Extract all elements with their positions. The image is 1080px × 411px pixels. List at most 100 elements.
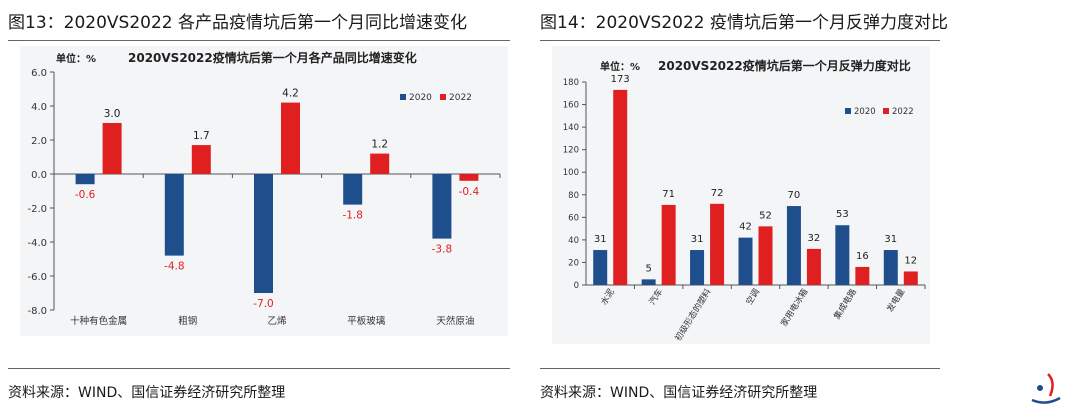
data-label: 173: [611, 74, 630, 85]
y-tick-label: 100: [563, 168, 579, 178]
figure-13-top-rule: [8, 40, 510, 41]
data-label: 12: [904, 255, 917, 266]
bar-2020: [593, 250, 608, 285]
y-tick-label: -4.0: [27, 238, 47, 249]
legend-swatch-2022: [883, 108, 889, 114]
bar-2022: [758, 226, 773, 285]
legend-label-2020: 2020: [409, 93, 432, 103]
data-label: 31: [691, 234, 704, 245]
figure-13-chart: 单位：% 2020VS2022疫情坑后第一个月各产品同比增速变化 6.0 4.0 2.0…: [27, 50, 501, 327]
data-label: -1.8: [342, 210, 363, 222]
bar-2022: [855, 266, 870, 285]
figure-14-top-rule: [540, 40, 940, 41]
y-tick-label: 40: [568, 236, 579, 246]
bar-2022: [191, 145, 211, 174]
x-category-label: 水泥: [598, 286, 617, 307]
figure-14-chart: 单位：% 2020VS2022疫情坑后第一个月反弹力度对比 0 20 40 60 80 100…: [563, 58, 926, 343]
data-label: 42: [739, 222, 752, 233]
x-category-label: 空调: [744, 287, 762, 307]
data-label: 52: [759, 210, 772, 221]
y-tick-label: 4.0: [31, 102, 47, 113]
bar-2020: [641, 279, 656, 285]
data-label: 32: [808, 233, 821, 244]
bar-2022: [806, 248, 821, 285]
data-label: 72: [711, 188, 724, 199]
bar-2020: [75, 174, 95, 185]
figure-14-title: 图14：2020VS2022 疫情坑后第一个月反弹力度对比: [540, 13, 948, 33]
data-label: -0.4: [459, 186, 480, 198]
legend-label-2022: 2022: [449, 93, 472, 103]
data-label: 1.2: [371, 139, 388, 151]
bar-2022: [370, 153, 390, 174]
unit-label: 单位：%: [56, 52, 96, 65]
x-category-label: 发电量: [884, 286, 907, 314]
y-tick-label: 120: [563, 146, 579, 156]
publisher-logo: [1031, 373, 1061, 404]
legend-swatch-2022: [440, 94, 446, 100]
data-label: -3.8: [432, 244, 453, 256]
x-category-label: 平板玻璃: [347, 315, 385, 327]
data-label: 71: [662, 189, 675, 200]
data-label: 4.2: [282, 88, 299, 100]
bar-2022: [102, 123, 122, 174]
y-tick-label: 2.0: [31, 136, 47, 147]
x-category-label: 乙烯: [267, 315, 287, 327]
x-category-label: 十种有色金属: [70, 315, 127, 327]
data-label: -7.0: [253, 298, 274, 310]
figure-14-panel: 图14：2020VS2022 疫情坑后第一个月反弹力度对比 单位：% 2020VS…: [540, 0, 1040, 411]
y-tick-label: -2.0: [27, 204, 47, 215]
unit-label: 单位：%: [600, 60, 640, 73]
legend-label-2020: 2020: [854, 107, 876, 117]
data-label: 31: [884, 234, 897, 245]
bar-2020: [690, 250, 705, 285]
chart-title: 2020VS2022疫情坑后第一个月反弹力度对比: [658, 58, 911, 73]
y-tick-label: 0.0: [31, 170, 47, 181]
y-tick-label: 140: [563, 123, 579, 133]
bar-2022: [710, 203, 725, 285]
bar-2020: [343, 174, 363, 205]
data-label: -0.6: [75, 189, 96, 201]
x-category-label: 汽车: [647, 287, 665, 307]
figure-13-source: 资料来源：WIND、国信证券经济研究所整理: [8, 385, 286, 401]
bar-2022: [459, 174, 479, 181]
legend-swatch-2020: [400, 94, 406, 100]
figure-13-title: 图13：2020VS2022 各产品疫情坑后第一个月同比增速变化: [8, 13, 467, 33]
y-tick-label: 0: [574, 281, 579, 291]
figure-14-source: 资料来源：WIND、国信证券经济研究所整理: [540, 385, 818, 401]
data-label: 16: [856, 251, 869, 262]
y-tick-label: -8.0: [27, 306, 47, 317]
bar-2022: [661, 204, 676, 285]
bar-2020: [164, 174, 184, 256]
data-label: 70: [788, 190, 801, 201]
bar-2020: [835, 225, 850, 285]
figure-14-bottom-rule: [540, 368, 940, 369]
bar-2020: [432, 174, 452, 239]
x-category-label: 粗钢: [178, 315, 197, 327]
bar-2022: [903, 271, 918, 285]
data-label: -4.8: [164, 261, 185, 273]
data-label: 5: [645, 263, 651, 274]
x-category-label: 天然原油: [436, 315, 474, 327]
data-label: 53: [836, 209, 849, 220]
bar-2020: [883, 250, 898, 285]
x-category-label: 集成电路: [832, 286, 860, 321]
bar-2022: [281, 102, 300, 174]
y-tick-label: 160: [563, 101, 579, 111]
bar-2020: [786, 206, 801, 285]
bar-2020: [254, 174, 273, 293]
x-category-label: 家用电冰箱: [779, 286, 811, 328]
figure-13-panel: 图13：2020VS2022 各产品疫情坑后第一个月同比增速变化 单位：% 202…: [8, 0, 510, 411]
bar-2022: [613, 89, 628, 285]
figure-13-bottom-rule: [8, 368, 510, 369]
legend-label-2022: 2022: [892, 107, 914, 117]
y-tick-label: 180: [563, 78, 579, 88]
data-label: 3.0: [104, 108, 121, 120]
y-tick-label: 20: [568, 258, 579, 268]
y-tick-label: 80: [568, 191, 579, 201]
data-label: 31: [594, 234, 607, 245]
chart-title: 2020VS2022疫情坑后第一个月各产品同比增速变化: [128, 50, 417, 65]
y-tick-label: -6.0: [27, 272, 47, 283]
bar-2020: [738, 237, 753, 285]
data-label: 1.7: [193, 130, 210, 142]
x-category-label: 初级形态的塑料: [673, 286, 714, 343]
